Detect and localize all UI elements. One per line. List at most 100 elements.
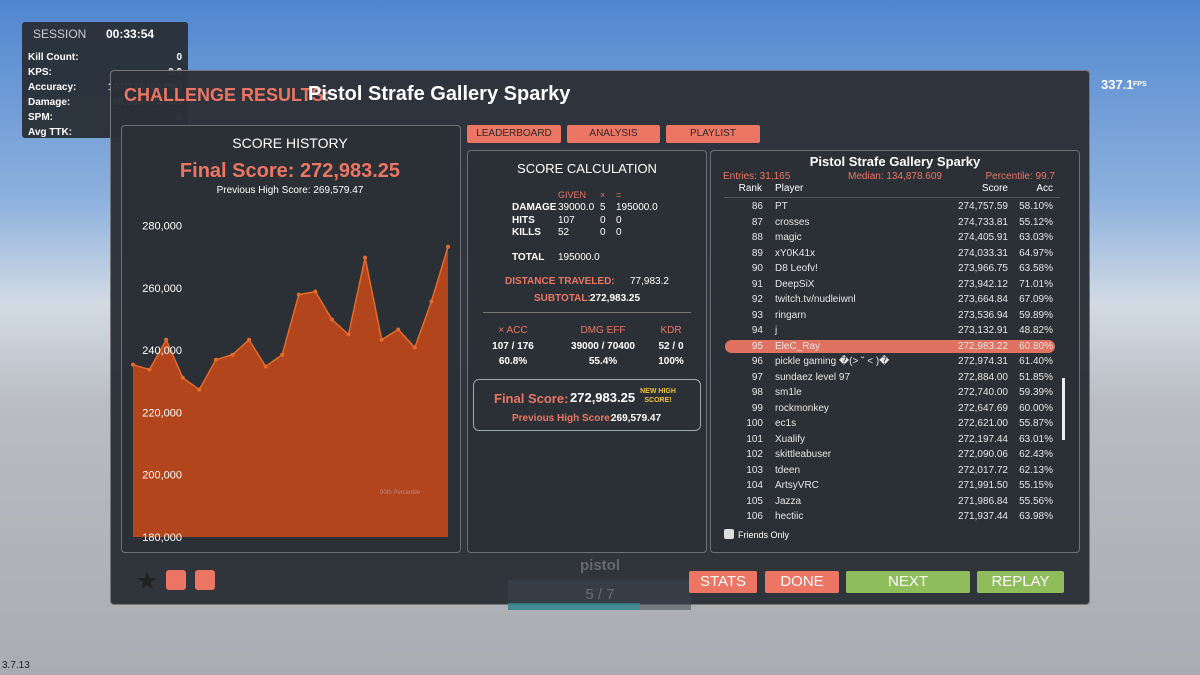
checkbox[interactable] <box>724 529 734 539</box>
tab[interactable]: ANALYSIS <box>567 125 660 143</box>
progress-label: 5 / 7 <box>585 586 615 603</box>
rank: 98 <box>751 387 763 398</box>
rank: 91 <box>751 278 763 290</box>
calc-label: TOTAL <box>512 252 545 263</box>
accuracy: 55.87% <box>1019 418 1053 429</box>
prev-label: Previous High Score: <box>512 413 614 424</box>
stat-header: KDR <box>660 325 682 336</box>
button[interactable]: NEXT <box>846 571 970 593</box>
calc-column: GIVEN <box>558 190 587 200</box>
accuracy: 64.97% <box>1019 247 1053 259</box>
rank: 88 <box>751 232 763 243</box>
player: Xualify <box>775 433 806 445</box>
annotation: 90th Percentile <box>380 490 421 496</box>
prev-value: 269,579.47 <box>611 413 662 424</box>
button[interactable]: DONE <box>765 571 839 593</box>
session-title: SESSION <box>33 27 87 41</box>
score-point <box>313 289 318 294</box>
final-value: 272,983.25 <box>570 390 636 405</box>
player: Jazza <box>775 495 802 507</box>
subtotal-value: 272,983.25 <box>590 293 641 304</box>
button[interactable]: REPLAY <box>977 571 1064 593</box>
accuracy: 51.85% <box>1019 371 1053 383</box>
accuracy: 60.80% <box>1019 340 1053 352</box>
accuracy: 61.40% <box>1019 356 1053 367</box>
player: PT <box>775 201 788 212</box>
subtotal-label: SUBTOTAL: <box>534 293 591 304</box>
score-area <box>133 246 448 537</box>
thumbs-down[interactable] <box>195 570 215 590</box>
accuracy: 63.98% <box>1019 511 1053 522</box>
stat-header: × ACC <box>498 325 528 336</box>
calc-value: 39000.0 <box>558 202 595 213</box>
y-tick-label: 240,000 <box>142 345 182 357</box>
score: 272,740.00 <box>957 387 1008 398</box>
accuracy: 60.00% <box>1019 402 1053 414</box>
score: 274,757.59 <box>957 201 1008 212</box>
stat-percent: 60.8% <box>498 356 528 367</box>
rank: 87 <box>751 216 763 228</box>
score-point <box>164 337 169 342</box>
score: 274,733.81 <box>957 216 1008 228</box>
score: 272,647.69 <box>957 402 1008 414</box>
score-point <box>197 387 202 392</box>
calc-box <box>467 150 707 553</box>
score-point <box>412 345 417 350</box>
player: ringarn <box>775 309 807 321</box>
player: rockmonkey <box>775 402 829 414</box>
player: sm1le <box>775 387 802 398</box>
player: xY0K41x <box>775 247 816 259</box>
y-tick-label: 260,000 <box>142 283 182 295</box>
stat-value: 39000 / 70400 <box>571 341 635 352</box>
accuracy: 62.43% <box>1019 449 1053 460</box>
score: 272,621.00 <box>957 418 1008 429</box>
highlight-row <box>725 339 1055 353</box>
accuracy: 59.39% <box>1019 387 1053 398</box>
accuracy: 59.89% <box>1019 309 1053 321</box>
rank: 94 <box>751 325 763 336</box>
stat-percent: 55.4% <box>588 356 618 367</box>
calc-value: 107 <box>558 214 575 226</box>
score-point <box>446 244 450 249</box>
y-tick-label: 220,000 <box>142 407 182 419</box>
player: pickle gaming �(> ˘ < )� <box>775 356 890 367</box>
score-point <box>329 317 334 322</box>
column-header: Rank <box>738 183 762 194</box>
final-score: Final Score: 272,983.25 <box>179 160 401 182</box>
accuracy: 55.15% <box>1019 480 1053 491</box>
tab[interactable]: PLAYLIST <box>666 125 760 143</box>
session-label: Avg TTK: <box>28 127 73 138</box>
calc-column: × <box>600 190 606 200</box>
calc-label: KILLS <box>512 227 541 238</box>
calc-column: = <box>616 190 622 200</box>
calc-label: DAMAGE <box>512 202 557 213</box>
tab[interactable]: LEADERBOARD <box>467 125 561 143</box>
percentile: Percentile: 99.7 <box>985 171 1056 182</box>
score-point <box>429 299 434 304</box>
button[interactable]: STATS <box>689 571 757 593</box>
score: 272,090.06 <box>957 449 1008 460</box>
separator <box>483 312 691 313</box>
calc-value: 0 <box>616 227 622 238</box>
previous-score: Previous High Score: 269,579.47 <box>216 185 364 196</box>
column-header: Acc <box>1036 183 1053 194</box>
calc-value: 195000.0 <box>558 252 600 263</box>
header-title: Pistol Strafe Gallery Sparky <box>308 83 571 105</box>
calc-value: 0 <box>616 214 622 226</box>
player: sundaez level 97 <box>775 371 851 383</box>
rank: 100 <box>746 418 763 429</box>
scrollbar <box>1062 378 1065 440</box>
score: 271,937.44 <box>957 511 1008 522</box>
thumbs-up[interactable] <box>166 570 186 590</box>
session-label: Damage: <box>28 97 71 108</box>
rank: 105 <box>746 495 763 507</box>
rank: 102 <box>746 449 763 460</box>
stat-percent: 100% <box>658 356 684 367</box>
column-header: Player <box>775 183 804 194</box>
new-high-badge: NEW HIGH SCORE! <box>640 388 676 404</box>
progress-fill <box>508 603 640 610</box>
session-label: SPM: <box>28 112 53 123</box>
player: ec1s <box>775 418 797 429</box>
rank: 106 <box>746 511 763 522</box>
score-point <box>180 375 185 380</box>
